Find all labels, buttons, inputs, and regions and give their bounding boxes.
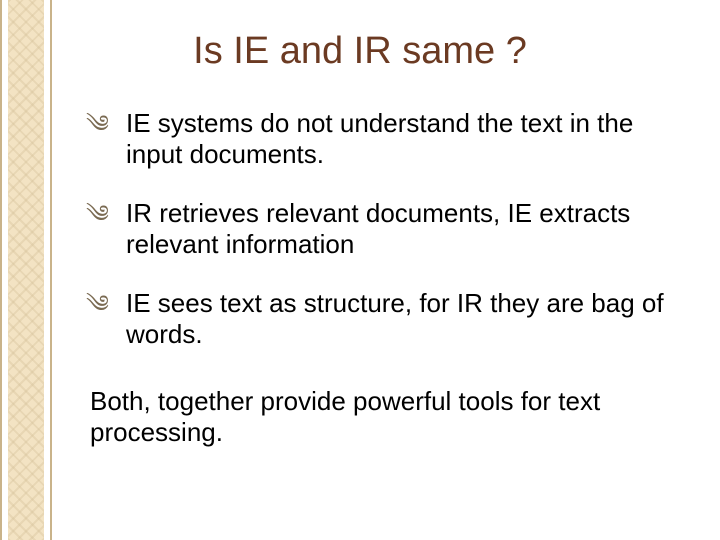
bullet-marker-icon: ༄ <box>86 291 126 319</box>
decorative-left-rail <box>0 0 64 540</box>
bullet-item: ༄IE sees text as structure, for IR they … <box>86 288 676 350</box>
slide-body: ༄IE systems do not understand the text i… <box>86 108 676 447</box>
bullet-text: IE sees text as structure, for IR they a… <box>126 288 664 349</box>
bullet-item: ༄IE systems do not understand the text i… <box>86 108 676 170</box>
bullet-text: IE systems do not understand the text in… <box>126 108 633 169</box>
bullet-marker-icon: ༄ <box>86 111 126 139</box>
bullet-item: ༄IR retrieves relevant documents, IE ext… <box>86 198 676 260</box>
closing-text: Both, together provide powerful tools fo… <box>90 386 600 447</box>
slide-title: Is IE and IR same ? <box>0 30 720 73</box>
slide: Is IE and IR same ? ༄IE systems do not u… <box>0 0 720 540</box>
bullet-text: IR retrieves relevant documents, IE extr… <box>126 198 630 259</box>
rail-inner-fill <box>8 0 44 540</box>
bullet-marker-icon: ༄ <box>86 201 126 229</box>
closing-paragraph: Both, together provide powerful tools fo… <box>86 386 676 447</box>
